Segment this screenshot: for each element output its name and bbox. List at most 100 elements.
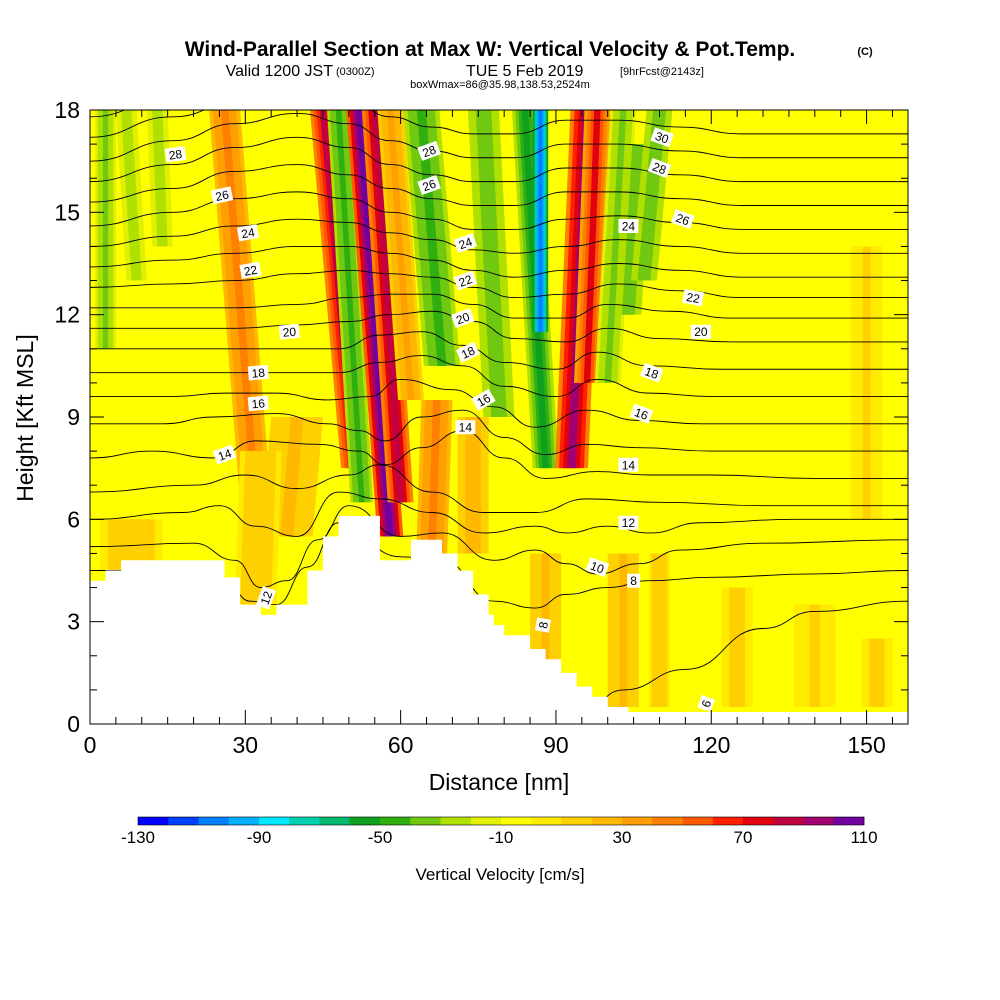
contour-label-box [236,224,259,242]
w-band-15-3 [102,110,109,349]
isentrope-12 [90,491,908,537]
contour-label-text: 28 [168,147,183,163]
contour-label-text: 26 [421,177,439,195]
contour-label-1: 26 [210,186,234,205]
colorbar-tick-label: -10 [489,828,514,847]
contour-label-text: 20 [694,325,708,339]
contour-label-box [212,444,237,465]
contour-label-23: 18 [639,362,664,383]
contour-label-box [417,175,441,196]
contour-label-text: 10 [589,559,607,577]
contour-label-box [247,395,269,412]
colorbar-segment [319,817,351,825]
y-tick-label: 3 [67,609,80,635]
contour-label-4: 20 [278,323,300,340]
contour-label-box [618,515,639,530]
contour-label-box [471,388,496,412]
contour-label-text: 24 [240,225,256,241]
contour-label-box [690,324,711,339]
contour-label-6: 16 [247,395,269,412]
contour-label-text: 24 [457,235,475,253]
colorbar-segment [470,817,502,825]
colorbar-segment [682,817,714,825]
contour-label-27: 10 [585,557,610,578]
w-band-22-3 [123,519,140,571]
contour-label-18: 28 [647,157,672,178]
w-band-14-3 [640,110,663,281]
contour-label-box [247,364,269,381]
contour-label-5: 18 [247,364,269,381]
contour-label-16: 14 [455,420,476,435]
w-band-25-3 [656,553,663,707]
contour-label-9: 28 [417,140,441,161]
contour-label-box [647,157,672,178]
contour-label-box [671,209,695,230]
w-band-20-3 [280,417,304,537]
colorbar-segment [803,817,835,825]
contour-label-text: 22 [243,263,259,279]
colorbar-segment [591,817,623,825]
valid-time-date: TUE 5 Feb 2019 [466,63,584,80]
contour-label-text: 14 [216,446,234,464]
contour-label-box [618,457,639,472]
isentrope-20 [90,293,908,319]
colorbar-frame [137,816,865,826]
isentrope-10 [90,505,908,589]
contour-label-box [278,323,300,340]
contour-label-box [650,127,674,148]
isentrope-25 [90,164,908,206]
contour-label-box [627,573,641,588]
contour-label-box [417,140,441,161]
colorbar-segment [773,817,804,825]
w-band-18-3 [427,399,441,554]
colorbar-tick-label: 30 [613,828,632,847]
w-band-2-3 [335,110,365,503]
contour-labels: 2826242220181614122826242220181614302826… [164,127,715,713]
contour-label-box [534,617,552,633]
w-band-19-3 [469,417,477,554]
isentrope-13 [90,464,908,513]
contour-label-box [585,557,610,578]
contour-label-text: 18 [251,366,266,381]
contour-label-text: 16 [251,396,266,411]
contour-label-25: 14 [618,457,639,472]
y-tick-label: 12 [54,302,80,328]
contour-label-box [618,218,639,233]
colorbar-tick-label: 110 [850,828,877,847]
w-band-27-3 [809,604,820,707]
contour-label-text: 12 [622,516,636,530]
colorbar-segment [259,817,290,825]
colorbar-segment [712,817,744,825]
isentrope-6 [581,600,908,713]
w-band-24-3 [619,553,628,707]
contour-label-text: 22 [685,290,701,306]
w-band-11-3 [583,110,601,383]
isentrope-16 [90,379,908,428]
colorbar-segment [410,817,441,825]
contour-label-text: 18 [643,364,661,382]
contour-label-text: 14 [459,421,473,435]
colorbar: -130 -90 -50 -10 30 70 110 [121,816,878,847]
contour-label-text: 26 [214,187,230,204]
x-tick-label: 90 [543,732,569,758]
contour-label-box [639,362,664,383]
contour-label-box [682,288,705,307]
x-tick-label: 120 [692,732,730,758]
x-axis-label: Distance [nm] [429,769,570,795]
contour-label-text: 28 [651,160,669,178]
isentrope-18 [90,331,908,370]
contour-label-box [629,403,654,424]
contour-label-12: 22 [453,270,478,291]
contour-label-text: 6 [699,698,715,709]
w-band-9-3 [538,110,543,332]
contour-label-7: 14 [212,444,237,465]
x-tick-label: 150 [847,732,885,758]
contour-label-box [450,308,475,329]
contour-label-19: 26 [671,209,695,230]
isentrope-26 [90,136,908,183]
w-band-21-3 [250,451,267,605]
colorbar-segment [743,817,774,825]
contour-label-box [164,146,187,163]
colorbar-tick-label: -50 [368,828,393,847]
contour-label-box [697,695,715,713]
